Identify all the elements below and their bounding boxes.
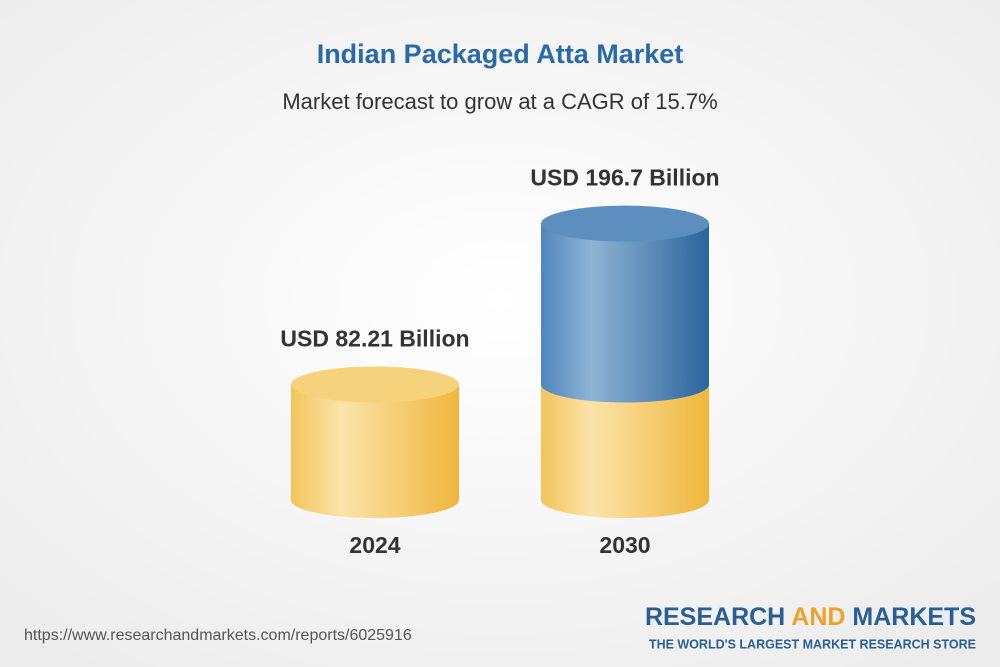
cylinder-body [541, 384, 709, 518]
logo-word: MARKETS [852, 603, 976, 631]
cylinder-top [541, 205, 709, 242]
value-label: USD 82.21 Billion [280, 326, 469, 352]
logo: RESEARCH AND MARKETS [645, 603, 976, 631]
cylinder-body [291, 384, 459, 518]
chart-subtitle: Market forecast to grow at a CAGR of 15.… [282, 89, 717, 114]
source-url: https://www.researchandmarkets.com/repor… [24, 627, 412, 644]
logo-tagline: THE WORLD'S LARGEST MARKET RESEARCH STOR… [649, 637, 976, 651]
x-tick-label: 2024 [349, 532, 400, 558]
value-label: USD 196.7 Billion [530, 165, 719, 191]
x-tick-label: 2030 [599, 532, 650, 558]
cylinder-top [291, 366, 459, 403]
logo-word: AND [791, 603, 845, 631]
chart-title: Indian Packaged Atta Market [317, 39, 684, 69]
logo-word: RESEARCH [645, 603, 785, 631]
cylinder-body [541, 223, 709, 403]
